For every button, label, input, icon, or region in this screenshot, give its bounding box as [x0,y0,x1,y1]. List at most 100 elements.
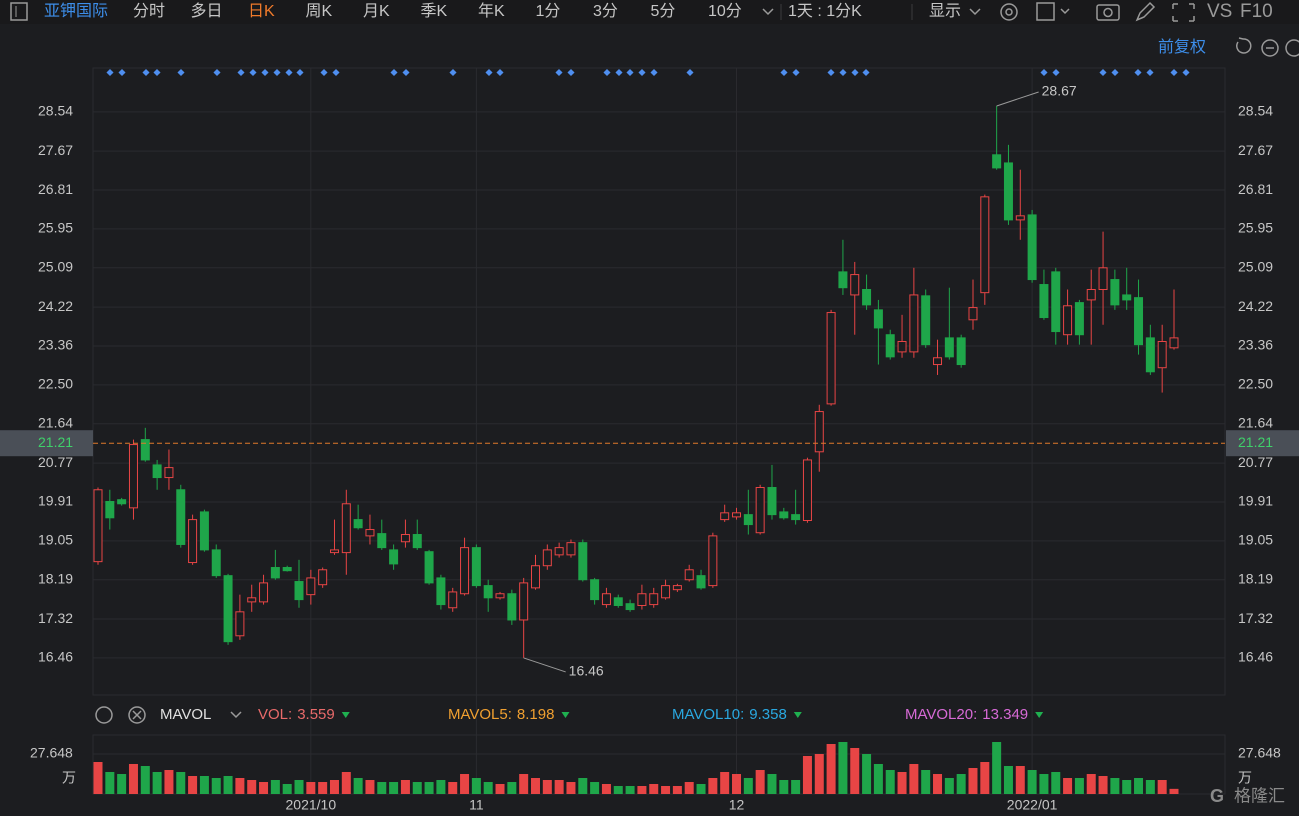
period-tab[interactable]: 3分 [593,2,618,20]
period-tab[interactable]: 分时 [133,2,165,20]
display-caret [969,8,981,16]
pen-icon[interactable] [1135,1,1156,22]
candle-body [767,487,777,516]
candle-body [471,547,481,587]
volume-bar [791,779,801,794]
f10-button[interactable]: F10 [1240,1,1273,22]
candle-body [885,334,895,358]
settings-icon[interactable] [1000,3,1018,21]
volume-bar [625,785,635,794]
candle-body [223,575,233,643]
toolbar-bg [0,0,1299,24]
candle-body [578,542,588,581]
candle-body [1122,294,1132,301]
period-tab[interactable]: 1分 [536,2,561,20]
indicator-caret[interactable] [230,711,242,719]
event-marker [332,68,340,77]
candle-body [353,519,363,529]
zoom-out-icon[interactable] [1261,39,1279,57]
event-marker [213,68,221,77]
candle-body [944,337,954,358]
candle-body [164,467,174,479]
collapse-icon[interactable] [1285,39,1299,57]
period-tab[interactable]: 日K [248,3,275,20]
candle-body [838,271,848,289]
y-tick-label-right: 22.50 [1238,376,1273,392]
display-menu[interactable]: 显示 [929,3,961,20]
y-tick-label-right: 19.91 [1238,493,1273,509]
period-select[interactable]: 1天 : 1分K [788,2,862,20]
indicator-label: MAVOL20: [905,706,977,723]
volume-unit-right: 万 [1238,770,1252,786]
period-tab[interactable]: 周K [306,3,333,20]
indicator-label: MAVOL10: [672,706,744,723]
volume-bar [838,742,848,794]
y-tick-label: 19.91 [38,493,73,509]
candle-body [329,549,339,554]
candle-body [1086,289,1096,301]
volume-bar [672,785,682,794]
volume-bar [873,763,883,794]
period-tab[interactable]: 季K [421,2,448,20]
volume-bar [164,769,174,794]
volume-bar [743,777,753,794]
candle-body [850,274,860,296]
period-tab[interactable]: 5分 [651,2,676,20]
y-tick-label-right: 24.22 [1238,298,1273,314]
volume-bar [247,779,257,794]
period-tab[interactable]: 多日 [191,2,223,20]
indicator-settings[interactable] [95,706,113,724]
indicator-close[interactable] [128,706,146,724]
candle-body [862,289,872,306]
camera-icon[interactable] [1096,4,1120,21]
y-tick-label-right: 25.09 [1238,259,1273,275]
candle-body [247,597,257,603]
adjust-mode[interactable]: 前复权 [1158,38,1206,56]
y-tick-label-right: 28.54 [1238,103,1273,119]
settings-icon-core [1005,8,1013,16]
y-tick-label: 20.77 [38,454,73,470]
candle-body [980,196,990,294]
event-marker [686,68,694,77]
y-tick-label-right: 19.05 [1238,532,1273,548]
candle-body [483,585,493,599]
event-marker [296,68,304,77]
event-marker [153,68,161,77]
volume-bar [566,782,576,794]
candle-body [1134,297,1144,346]
event-marker [237,68,245,77]
sidebar-toggle[interactable] [10,2,28,21]
candle-body [601,593,611,606]
stock-name[interactable]: 亚钾国际 [44,2,108,20]
volume-bar [1063,777,1073,794]
candle-body [436,577,446,606]
volume-bar [1134,777,1144,794]
candle-body [460,547,470,595]
event-marker [851,68,859,77]
fullscreen-icon[interactable] [1172,3,1195,22]
indicator-arrow [341,712,350,718]
y-tick-label: 21.64 [38,414,73,430]
indicator-name[interactable]: MAVOL [160,706,211,723]
period-tab[interactable]: 月K [363,3,390,20]
volume-bar [1122,779,1132,794]
event-marker [839,68,847,77]
volume-bar [661,785,671,794]
candle-body [1015,215,1025,221]
more-periods[interactable] [762,8,774,16]
indicator-value: 8.198 [517,706,555,723]
x-tick-label: 12 [729,797,745,813]
vs-button[interactable]: VS [1207,1,1232,22]
volume-bar [93,761,103,794]
y-tick-label: 23.36 [38,337,73,353]
x-tick-label: 2021/10 [286,797,337,813]
event-marker [615,68,623,77]
candle-body [365,529,375,537]
volume-bar [1027,769,1037,794]
period-tab[interactable]: 10分 [708,2,742,20]
y-tick-label: 26.81 [38,181,73,197]
period-tab[interactable]: 年K [478,2,505,20]
draw-box-icon[interactable] [1036,2,1055,21]
reset-icon[interactable] [1236,37,1252,54]
current-price-label: 21.21 [38,434,73,450]
